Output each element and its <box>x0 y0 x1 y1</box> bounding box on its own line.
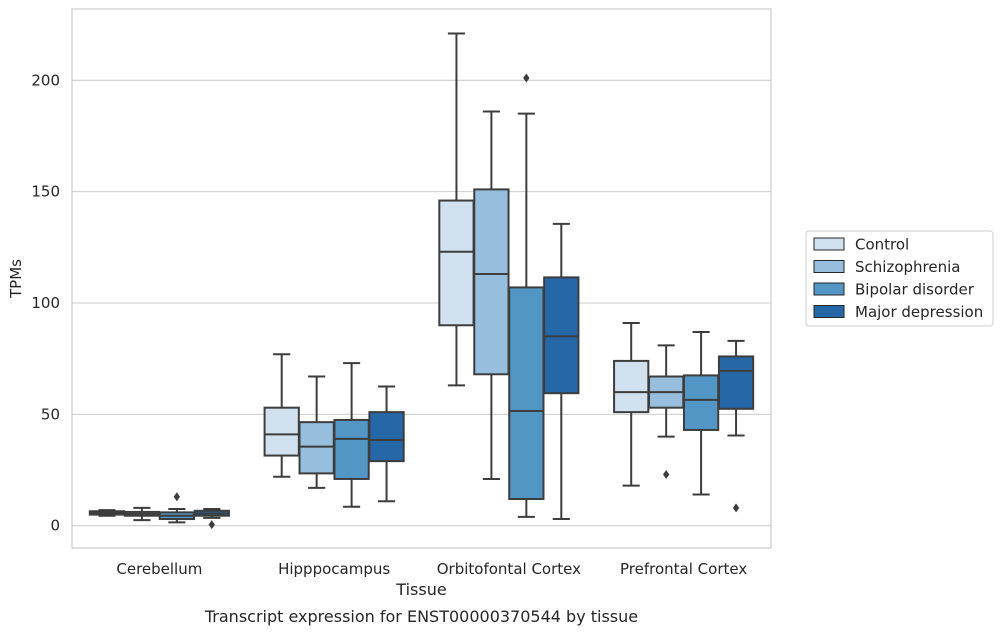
legend-swatch <box>813 282 845 296</box>
outlier-point <box>173 492 180 502</box>
outlier-point <box>663 470 670 479</box>
box-schizophrenia <box>473 110 510 480</box>
box-schizophrenia <box>123 506 161 522</box>
box-body <box>682 374 720 431</box>
box-control <box>88 509 126 517</box>
box-body <box>508 286 545 500</box>
boxes-layer <box>88 32 755 530</box>
outlier-point <box>732 503 740 513</box>
y-tick-label: 200 <box>31 71 60 89</box>
x-tick-label: Hipppocampus <box>278 560 390 578</box>
plot-frame <box>71 8 772 549</box>
box-body <box>333 418 370 480</box>
legend-items: Control Schizophrenia Bipolar disorder Majo… <box>813 236 983 321</box>
box-body <box>298 421 335 475</box>
box-major-depression <box>193 508 230 530</box>
legend-frame <box>805 230 994 327</box>
y-tick-label: 100 <box>31 294 60 312</box>
legend-label: Control <box>855 236 909 254</box>
outlier-point <box>208 520 215 530</box>
box-schizophrenia <box>298 375 335 489</box>
x-tick-labels: Cerebellum Hipppocampus Orbitofontal Corte… <box>116 560 747 578</box>
legend: Control Schizophrenia Bipolar disorder Majo… <box>805 230 994 327</box>
box-body <box>717 355 755 410</box>
legend-label: Bipolar disorder <box>855 281 975 299</box>
box-bipolar-disorder <box>508 73 545 518</box>
legend-label: Major depression <box>855 303 983 321</box>
box-body <box>368 411 405 463</box>
legend-swatch <box>813 237 845 251</box>
box-body <box>543 276 580 395</box>
gridlines <box>72 79 771 527</box>
box-body <box>263 406 300 457</box>
outlier-point <box>523 73 530 83</box>
y-tick-labels: 0 50 100 150 200 <box>31 71 60 534</box>
y-tick-label: 0 <box>50 517 60 535</box>
chart-title: Transcript expression for ENST0000037054… <box>204 607 638 626</box>
box-major-depression <box>543 222 580 521</box>
x-axis-label: Tissue <box>395 580 446 599</box>
box-bipolar-disorder <box>333 362 370 508</box>
box-bipolar-disorder <box>158 492 195 524</box>
y-axis-label: TPMs <box>7 259 25 299</box>
x-tick-label: Orbitofontal Cortex <box>437 560 581 578</box>
box-bipolar-disorder <box>682 330 720 496</box>
legend-label: Schizophrenia <box>855 258 960 276</box>
x-tick-label: Cerebellum <box>116 560 202 578</box>
box-major-depression <box>717 339 755 513</box>
box-body <box>613 359 650 414</box>
box-major-depression <box>368 385 405 503</box>
box-body <box>473 188 510 376</box>
box-control <box>263 353 300 478</box>
box-schizophrenia <box>648 344 685 479</box>
box-control <box>613 322 650 487</box>
legend-swatch <box>813 305 845 318</box>
x-tick-label: Prefrontal Cortex <box>620 560 747 578</box>
y-tick-label: 50 <box>41 405 60 423</box>
box-control <box>438 32 475 387</box>
y-tick-label: 150 <box>31 183 60 201</box>
legend-swatch <box>813 260 845 273</box>
box-body <box>438 199 475 327</box>
